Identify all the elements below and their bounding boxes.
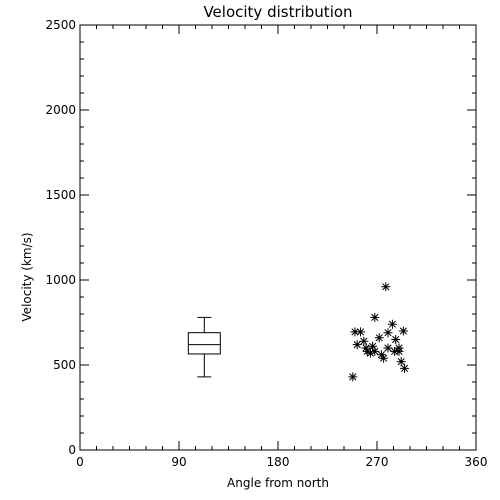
x-tick-label: 270 (366, 455, 389, 469)
x-axis-label: Angle from north (227, 476, 329, 490)
x-tick-label: 0 (76, 455, 84, 469)
data-point (356, 327, 365, 337)
data-point (400, 363, 409, 373)
data-point (376, 350, 386, 360)
y-tick-label: 0 (68, 443, 76, 457)
box-iqr (187, 332, 221, 355)
data-point (383, 343, 393, 353)
data-point (383, 328, 393, 338)
data-point (374, 333, 384, 343)
chart-title: Velocity distribution (203, 3, 352, 21)
data-point (365, 348, 375, 358)
data-point (381, 282, 391, 292)
x-tick-label: 180 (267, 455, 290, 469)
y-tick-label: 1000 (45, 273, 76, 287)
data-point (352, 340, 362, 350)
data-point (370, 312, 380, 322)
data-point (398, 326, 408, 336)
data-point (348, 372, 358, 382)
y-tick-label: 2000 (45, 103, 76, 117)
data-point (370, 346, 380, 356)
data-point (368, 341, 378, 351)
data-point (391, 335, 401, 344)
y-axis-label: Velocity (km/s) (20, 232, 34, 321)
data-point (387, 319, 397, 329)
data-point (361, 343, 371, 353)
y-tick-label: 500 (53, 358, 76, 372)
x-tick-label: 90 (171, 455, 186, 469)
scatter-points (348, 282, 409, 382)
y-tick-label: 1500 (45, 188, 76, 202)
axis-ticks: 0 90 180 270 360 0 500 1000 1500 2000 2500 (45, 18, 487, 469)
y-tick-label: 2500 (45, 18, 76, 32)
x-tick-label: 360 (465, 455, 488, 469)
boxplot (187, 316, 221, 378)
data-point (379, 353, 389, 363)
data-point (350, 327, 360, 337)
data-point (359, 336, 369, 346)
data-point (396, 357, 406, 367)
data-point (394, 343, 404, 353)
plot-frame (79, 24, 477, 451)
data-point (362, 346, 372, 356)
